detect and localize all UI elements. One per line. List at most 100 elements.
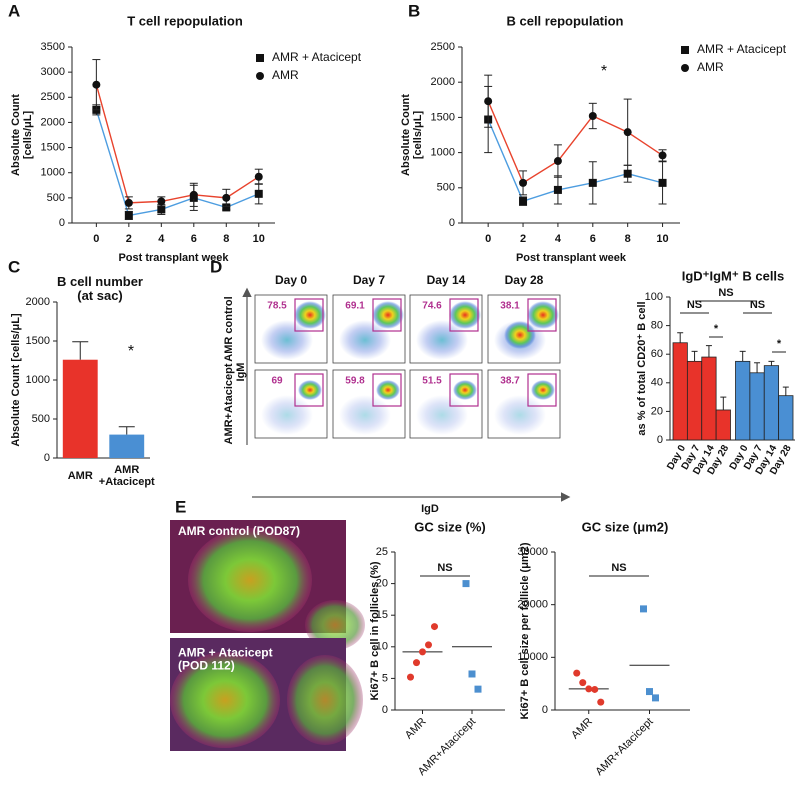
x-tick-label: AMR+Atacicept [593,716,655,778]
gate-value: 74.6 [422,301,442,312]
y-tick-label: 500 [47,192,65,204]
series-line [95,109,260,217]
title: GC size (%) [414,519,486,534]
y-axis-label: as % of total CD20⁺ B cell [636,301,648,435]
y-tick-label: 2500 [431,41,455,53]
y-axis-label: Absolute Count [cells/μL] [10,313,22,447]
y-tick-label: 2500 [41,91,65,103]
panel-label: C [8,257,20,276]
title: GC size (μm2) [582,519,669,534]
gate [449,373,479,407]
x-tick-label: AMR [68,470,93,482]
marker [157,197,166,206]
gate-value: 69 [271,376,283,387]
flow-density [416,395,468,435]
x-tick-label: 4 [555,233,562,245]
x-tick-label: 2 [520,233,526,245]
series-line [487,100,663,184]
x-axis-label: Post transplant week [118,252,229,264]
title: B cell repopulation [506,13,623,28]
x-tick-label: 6 [191,233,197,245]
marker [573,669,581,677]
legend-label: AMR [697,60,724,74]
title: B cell number (at sac) [57,274,143,303]
bar [62,359,98,458]
marker [597,698,605,706]
series-line [95,84,260,204]
gate-value: 38.1 [500,301,520,312]
bar [778,395,794,441]
bar [763,365,780,441]
marker [623,128,632,137]
micrograph [170,520,365,751]
gate-value: 38.7 [500,376,520,387]
y-tick-label: 25 [376,546,388,558]
marker [468,670,476,678]
title: IgD⁺IgM⁺ B cells [682,268,785,283]
y-tick-label: 0 [44,452,50,464]
panel-label: D [210,257,222,276]
y-tick-label: 0 [657,434,663,446]
y-tick-label: 5 [382,672,388,684]
marker [256,72,264,80]
marker [553,185,562,194]
marker [254,172,263,181]
gate-value: 59.8 [345,376,365,387]
y-tick-label: 80 [651,320,663,332]
flow-density [504,321,536,349]
flow-density [376,380,400,400]
marker [585,685,593,693]
y-tick-label: 100 [645,291,663,303]
marker [640,605,647,613]
flow-density [531,380,555,400]
y-axis-label: Absolute Count[cells/μL] [400,94,424,176]
marker [256,54,264,62]
marker [652,694,659,702]
marker [425,641,432,649]
marker [254,189,263,198]
x-tick-label: AMR+Atacicept [99,464,155,488]
series-line [487,119,663,203]
legend-label: AMR [272,68,299,82]
legend-label: AMR + Atacicept [697,42,787,56]
gate-value: 78.5 [267,301,287,312]
flow-density [494,395,546,435]
y-tick-label: 0 [382,704,388,716]
x-tick-label: AMR [569,716,595,742]
x-tick-label: 4 [158,233,165,245]
marker [519,197,528,206]
marker [419,648,426,656]
y-tick-label: 30000 [517,546,548,558]
bar [715,409,731,441]
x-tick-label: 0 [93,233,99,245]
bar [701,356,717,441]
marker [623,169,632,178]
y-tick-label: 0 [59,217,65,229]
marker [413,659,420,667]
x-tick-label: 6 [590,233,596,245]
annotation: * [601,63,607,80]
row-label: AMR control [223,296,235,361]
column-header: Day 14 [427,273,466,287]
bar [735,360,751,441]
x-tick-label: 10 [253,233,265,245]
x-axis-label: Post transplant week [516,252,627,264]
marker [681,64,689,72]
marker [124,211,133,220]
bar [749,372,765,441]
y-tick-label: 60 [651,348,663,360]
marker [484,97,493,106]
y-tick-label: 500 [437,182,455,194]
y-tick-label: 1500 [26,335,50,347]
y-tick-label: 1000 [431,147,455,159]
y-tick-label: 2000 [431,76,455,88]
micrograph-label: AMR control (POD87) [178,524,300,538]
gate-value: 51.5 [422,376,442,387]
gate [372,373,402,407]
legend-label: AMR + Atacicept [272,50,362,64]
marker [474,685,482,693]
y-tick-label: 40 [651,377,663,389]
column-header: Day 0 [275,273,307,287]
y-tick-label: 20 [376,578,388,590]
